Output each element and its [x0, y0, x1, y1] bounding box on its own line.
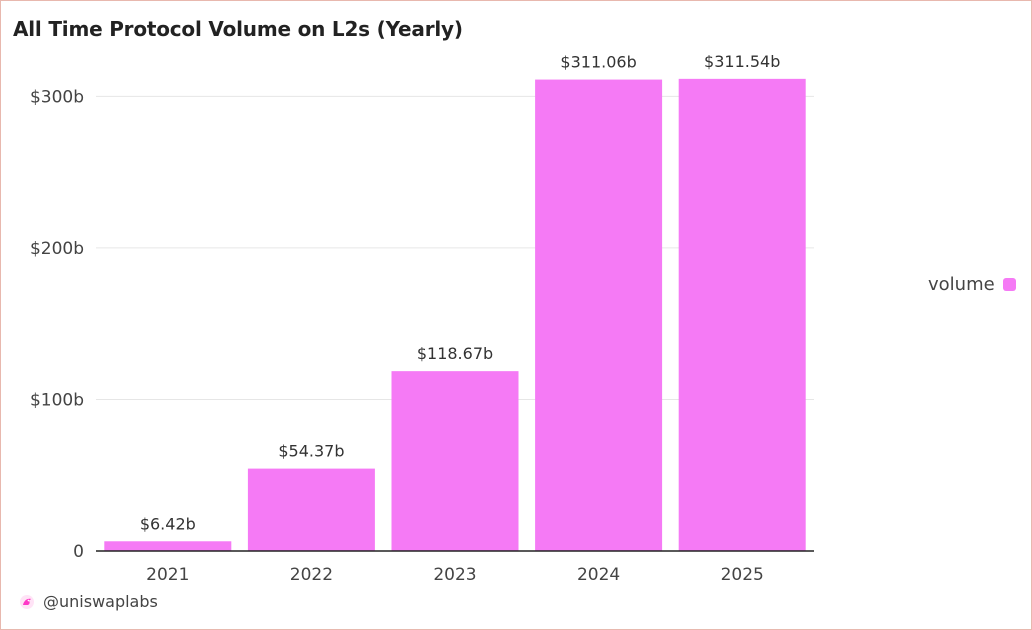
legend: volume: [928, 274, 1016, 295]
data-label: $311.06b: [560, 53, 636, 72]
bar-2021: [104, 541, 232, 551]
bar-2023: [391, 371, 519, 551]
x-tick-label: 2025: [721, 565, 764, 585]
bar-2025: [678, 78, 806, 552]
uniswap-unicorn-icon: [20, 594, 34, 609]
watermark-handle: @uniswaplabs: [43, 592, 158, 611]
data-label: $6.42b: [140, 514, 196, 533]
bar-2022: [247, 468, 375, 551]
x-tick-label: 2023: [433, 565, 476, 585]
x-tick-label: 2022: [290, 565, 333, 585]
chart-title: All Time Protocol Volume on L2s (Yearly): [13, 17, 463, 41]
y-tick-label: $100b: [30, 390, 84, 410]
data-label: $311.54b: [704, 52, 780, 71]
x-tick-label: 2024: [577, 565, 620, 585]
y-tick-label: $300b: [30, 87, 84, 107]
bar-2024: [535, 79, 663, 552]
data-label: $118.67b: [417, 344, 493, 363]
y-tick-label: 0: [73, 542, 84, 562]
y-tick-label: $200b: [30, 239, 84, 259]
legend-swatch: [1002, 278, 1016, 291]
watermark: @uniswaplabs: [19, 592, 158, 611]
legend-label: volume: [928, 274, 995, 295]
data-label: $54.37b: [278, 442, 344, 461]
x-tick-label: 2021: [146, 565, 189, 585]
